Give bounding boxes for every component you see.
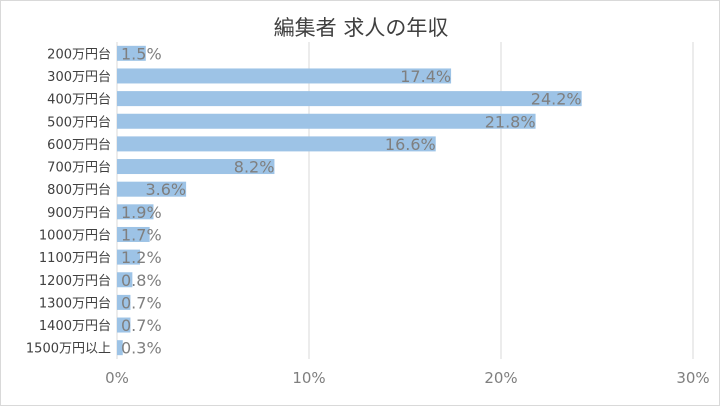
data-label: 17.4% <box>400 67 451 86</box>
data-label: 0.8% <box>121 271 162 290</box>
data-label: 21.8% <box>485 112 536 131</box>
category-label: 300万円台 <box>47 70 111 85</box>
data-label: 1.2% <box>121 248 162 267</box>
bar <box>117 45 146 61</box>
bar <box>117 294 131 310</box>
category-label: 700万円台 <box>47 161 111 176</box>
bar <box>117 181 187 197</box>
data-label: 0.7% <box>121 316 162 335</box>
data-label: 16.6% <box>385 135 436 154</box>
chart-title: 編集者 求人の年収 <box>274 16 449 40</box>
data-label: 0.3% <box>121 339 162 358</box>
data-label: 1.7% <box>121 225 162 244</box>
category-label: 500万円台 <box>47 115 111 130</box>
bar <box>117 226 150 242</box>
category-label: 900万円台 <box>47 206 111 221</box>
bar <box>117 249 141 265</box>
category-label: 1000万円台 <box>39 228 111 243</box>
category-label: 1400万円台 <box>39 319 111 334</box>
bar <box>117 136 436 152</box>
category-label: 800万円台 <box>47 183 111 198</box>
data-label: 1.5% <box>121 44 162 63</box>
data-label: 1.9% <box>121 203 162 222</box>
category-label: 1200万円台 <box>39 274 111 289</box>
data-label: 0.7% <box>121 293 162 312</box>
x-tick-label: 0% <box>105 369 129 387</box>
category-label: 1500万円以上 <box>26 342 111 357</box>
x-tick-label: 10% <box>292 369 325 387</box>
bar <box>117 317 131 333</box>
category-label: 600万円台 <box>47 138 111 153</box>
bar <box>117 159 275 175</box>
x-tick-label: 20% <box>484 369 517 387</box>
bar <box>117 113 536 129</box>
bar <box>117 91 582 107</box>
bar <box>117 272 133 288</box>
data-label: 3.6% <box>145 180 186 199</box>
bar <box>117 340 123 356</box>
category-label: 1100万円台 <box>39 251 111 266</box>
bar <box>117 204 154 220</box>
data-label: 8.2% <box>234 158 275 177</box>
bar <box>117 68 452 84</box>
category-label: 200万円台 <box>47 47 111 62</box>
category-label: 400万円台 <box>47 93 111 108</box>
category-label: 1300万円台 <box>39 296 111 311</box>
x-tick-label: 30% <box>676 369 709 387</box>
data-label: 24.2% <box>531 90 582 109</box>
